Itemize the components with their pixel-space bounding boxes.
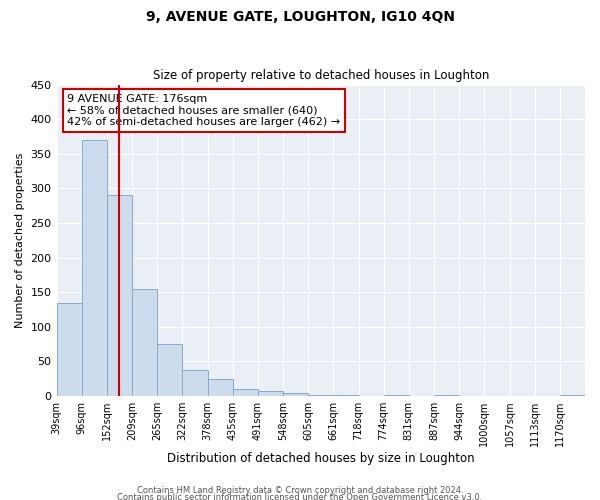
Bar xyxy=(182,370,208,396)
Bar xyxy=(157,344,182,396)
Y-axis label: Number of detached properties: Number of detached properties xyxy=(15,152,25,328)
Text: Contains public sector information licensed under the Open Government Licence v3: Contains public sector information licen… xyxy=(118,494,482,500)
Bar xyxy=(82,140,107,396)
Bar xyxy=(308,394,334,396)
Text: Contains HM Land Registry data © Crown copyright and database right 2024.: Contains HM Land Registry data © Crown c… xyxy=(137,486,463,495)
Bar xyxy=(283,392,308,396)
Bar xyxy=(107,196,132,396)
Bar xyxy=(56,302,82,396)
Text: 9 AVENUE GATE: 176sqm
← 58% of detached houses are smaller (640)
42% of semi-det: 9 AVENUE GATE: 176sqm ← 58% of detached … xyxy=(67,94,340,127)
Title: Size of property relative to detached houses in Loughton: Size of property relative to detached ho… xyxy=(152,69,489,82)
Bar xyxy=(208,379,233,396)
Text: 9, AVENUE GATE, LOUGHTON, IG10 4QN: 9, AVENUE GATE, LOUGHTON, IG10 4QN xyxy=(146,10,455,24)
X-axis label: Distribution of detached houses by size in Loughton: Distribution of detached houses by size … xyxy=(167,452,475,465)
Bar xyxy=(258,390,283,396)
Bar xyxy=(132,289,157,396)
Bar xyxy=(233,389,258,396)
